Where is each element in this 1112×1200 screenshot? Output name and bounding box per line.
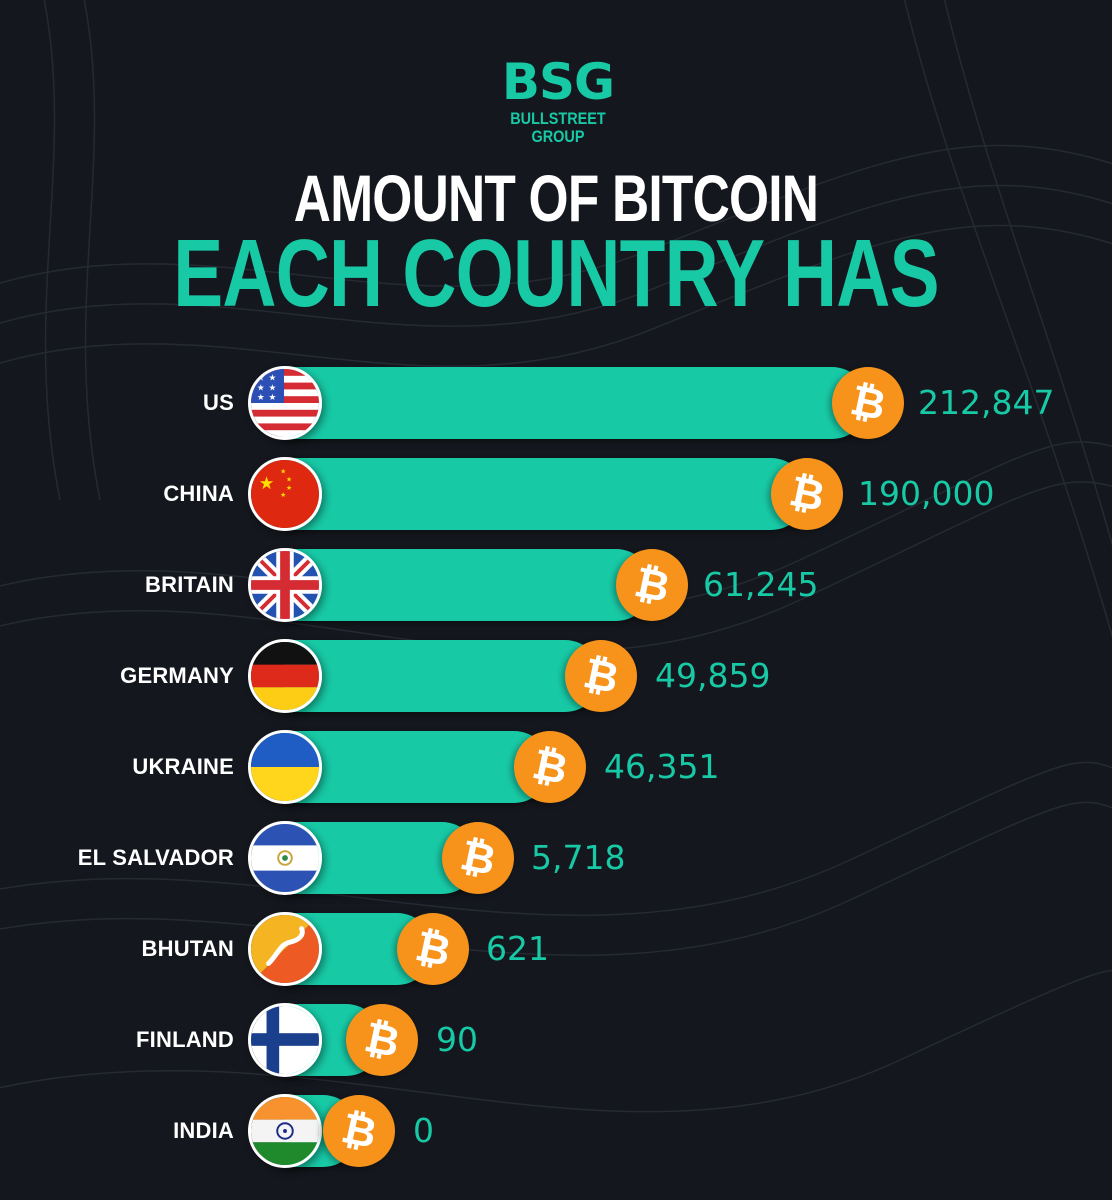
bitcoin-glyph: ₿ [846,374,890,431]
chart-row-us: US ★ ★ ★ ★ ★ ★ ₿ 212,847 [0,366,1112,440]
bhutan-flag-icon [248,912,322,986]
uk-flag-icon [248,548,322,622]
value-label: 0 [413,1111,434,1150]
svg-text:★: ★ [286,484,292,492]
bitcoin-icon: ₿ [832,367,904,439]
bitcoin-glyph: ₿ [579,647,623,704]
country-label: BRITAIN [145,572,234,597]
bitcoin-glyph: ₿ [785,465,829,522]
country-label: CHINA [163,481,234,506]
country-label: US [203,390,234,415]
value-label: 61,245 [703,565,819,604]
logo-name: BULLSTREET GROUP [510,109,606,146]
svg-text:★: ★ [259,474,275,494]
us-flag-icon: ★ ★ ★ ★ ★ ★ [248,366,322,440]
value-label: 621 [486,929,549,968]
svg-text:★: ★ [280,491,286,499]
chart-title-line1: AMOUNT OF BITCOIN [293,161,819,235]
bitcoin-glyph: ₿ [456,829,500,886]
india-flag-icon [248,1094,322,1168]
finland-flag-icon [248,1003,322,1077]
bar [285,367,868,439]
value-label: 90 [436,1020,478,1059]
bitcoin-icon: ₿ [771,458,843,530]
country-label: GERMANY [120,663,234,688]
chart-title-line2: EACH COUNTRY HAS [173,220,939,327]
country-label: FINLAND [136,1027,234,1052]
svg-text:★: ★ [286,475,292,483]
brand-logo: BSG BULLSTREET GROUP [478,56,638,146]
ukraine-flag-icon [248,730,322,804]
value-label: 49,859 [655,656,771,695]
value-label: 5,718 [531,838,626,877]
bitcoin-glyph: ₿ [360,1011,404,1068]
bitcoin-icon: ₿ [397,913,469,985]
chart-row-ukraine: UKRAINE ₿ 46,351 [0,730,1112,804]
chart-row-bhutan: BHUTAN ₿ 621 [0,912,1112,986]
country-label: INDIA [173,1118,234,1143]
china-flag-icon: ★ ★ ★ ★ ★ [248,457,322,531]
svg-text:★: ★ [257,393,265,403]
country-label: UKRAINE [132,754,234,779]
bitcoin-icon: ₿ [323,1095,395,1167]
chart-row-britain: BRITAIN ₿ 61,245 [0,548,1112,622]
svg-text:★: ★ [280,468,286,476]
country-label: EL SALVADOR [77,845,234,870]
bitcoin-glyph: ₿ [337,1102,381,1159]
logo-mark: BSG [501,53,615,111]
chart-row-germany: GERMANY ₿ 49,859 [0,639,1112,713]
bitcoin-glyph: ₿ [630,556,674,613]
bitcoin-icon: ₿ [514,731,586,803]
chart-row-el-salvador: EL SALVADOR ₿ 5,718 [0,821,1112,895]
svg-text:★: ★ [257,383,265,393]
chart-row-china: CHINA ★ ★ ★ ★ ★ ₿ 190,000 [0,457,1112,531]
bitcoin-icon: ₿ [346,1004,418,1076]
bar [285,731,550,803]
bitcoin-icon: ₿ [442,822,514,894]
germany-flag-icon [248,639,322,713]
value-label: 212,847 [918,383,1055,422]
chart-row-india: INDIA ₿ 0 [0,1094,1112,1168]
bar [285,640,601,712]
value-label: 190,000 [858,474,995,513]
bitcoin-icon: ₿ [616,549,688,621]
bitcoin-icon: ₿ [565,640,637,712]
svg-text:★: ★ [268,393,276,403]
bitcoin-glyph: ₿ [528,738,572,795]
bar [285,458,807,530]
el-salvador-flag-icon [248,821,322,895]
chart-row-finland: FINLAND ₿ 90 [0,1003,1112,1077]
svg-text:★: ★ [268,383,276,393]
value-label: 46,351 [604,747,720,786]
country-label: BHUTAN [141,936,234,961]
bitcoin-glyph: ₿ [411,920,455,977]
svg-text:★: ★ [257,374,265,384]
bar [285,549,652,621]
svg-text:★: ★ [268,374,276,384]
